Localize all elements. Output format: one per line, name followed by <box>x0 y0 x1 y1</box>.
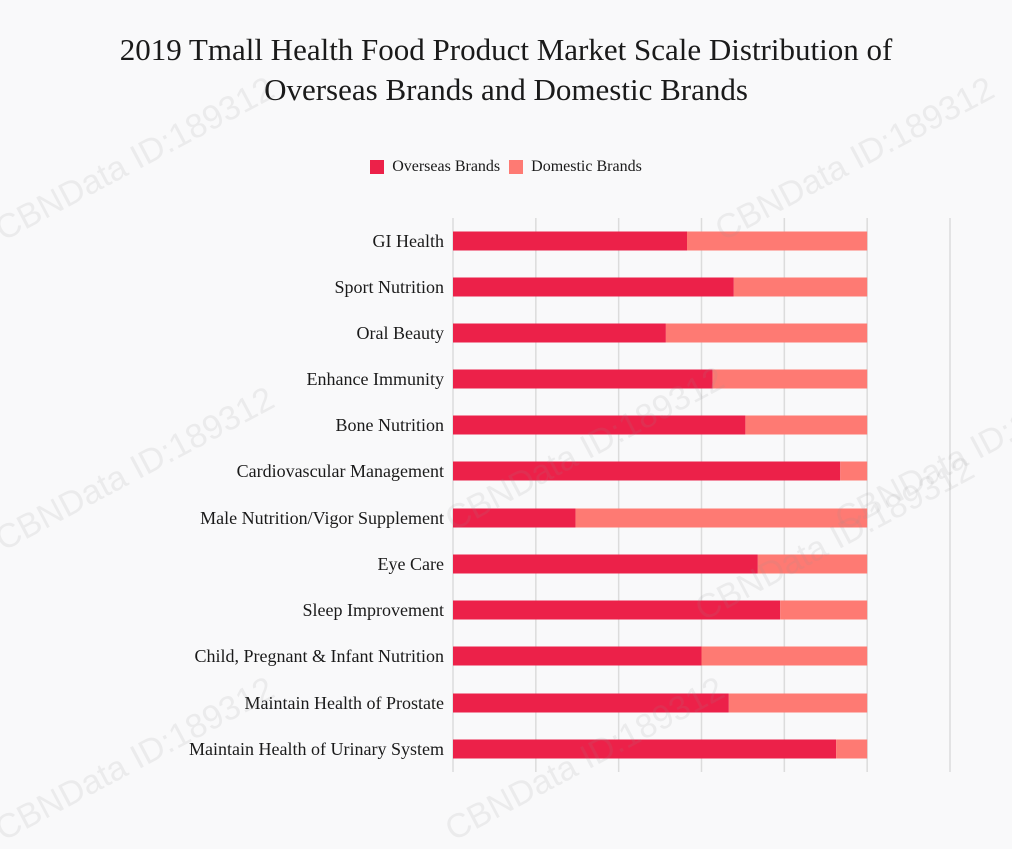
legend-label-overseas: Overseas Brands <box>392 158 501 175</box>
bar-domestic[interactable] <box>757 554 868 574</box>
category-label: Bone Nutrition <box>336 415 445 435</box>
legend-label-domestic: Domestic Brands <box>531 158 642 175</box>
category-label: Cardiovascular Management <box>237 461 444 481</box>
bar-overseas[interactable] <box>453 323 666 343</box>
bar-domestic[interactable] <box>780 600 868 620</box>
bar-overseas[interactable] <box>453 231 688 251</box>
bar-domestic[interactable] <box>701 646 868 666</box>
legend-item-overseas[interactable]: Overseas Brands <box>370 158 500 176</box>
category-label: GI Health <box>373 231 444 251</box>
category-label: Maintain Health of Prostate <box>245 693 444 713</box>
bar-overseas[interactable] <box>453 600 781 620</box>
category-label: Sport Nutrition <box>334 277 444 297</box>
bar-domestic[interactable] <box>665 323 868 343</box>
bar-overseas[interactable] <box>453 508 576 528</box>
bar-overseas[interactable] <box>453 739 837 759</box>
bar-overseas[interactable] <box>453 369 713 389</box>
category-label: Enhance Immunity <box>307 369 444 389</box>
bar-overseas[interactable] <box>453 693 729 713</box>
category-label: Eye Care <box>378 554 444 574</box>
chart-title: 2019 Tmall Health Food Product Market Sc… <box>0 30 1012 110</box>
chart-title-line-1: 2019 Tmall Health Food Product Market Sc… <box>119 32 893 67</box>
category-label: Oral Beauty <box>357 323 444 343</box>
bar-domestic[interactable] <box>836 739 868 759</box>
legend-item-domestic[interactable]: Domestic Brands <box>509 158 642 176</box>
chart-legend: Overseas Brands Domestic Brands <box>0 158 1012 176</box>
category-label: Sleep Improvement <box>303 600 444 620</box>
bar-domestic[interactable] <box>712 369 868 389</box>
chart-plot: GI Health Sport Nutrition Oral Beauty Enhan… <box>189 218 951 772</box>
bar-overseas[interactable] <box>453 554 758 574</box>
chart-title-line-2: Overseas Brands and Domestic Brands <box>264 72 748 107</box>
legend-swatch-overseas <box>370 160 385 174</box>
bar-domestic[interactable] <box>728 693 868 713</box>
bar-overseas[interactable] <box>453 277 734 297</box>
bar-overseas[interactable] <box>453 646 702 666</box>
bar-domestic[interactable] <box>733 277 868 297</box>
bar-domestic[interactable] <box>687 231 868 251</box>
bar-overseas[interactable] <box>453 461 841 481</box>
category-label: Maintain Health of Urinary System <box>189 739 444 759</box>
legend-swatch-domestic <box>509 160 524 174</box>
bar-domestic[interactable] <box>840 461 868 481</box>
bar-overseas[interactable] <box>453 415 746 435</box>
category-label: Child, Pregnant & Infant Nutrition <box>195 646 444 666</box>
bar-domestic[interactable] <box>745 415 868 435</box>
bar-domestic[interactable] <box>575 508 868 528</box>
category-label: Male Nutrition/Vigor Supplement <box>200 508 444 528</box>
